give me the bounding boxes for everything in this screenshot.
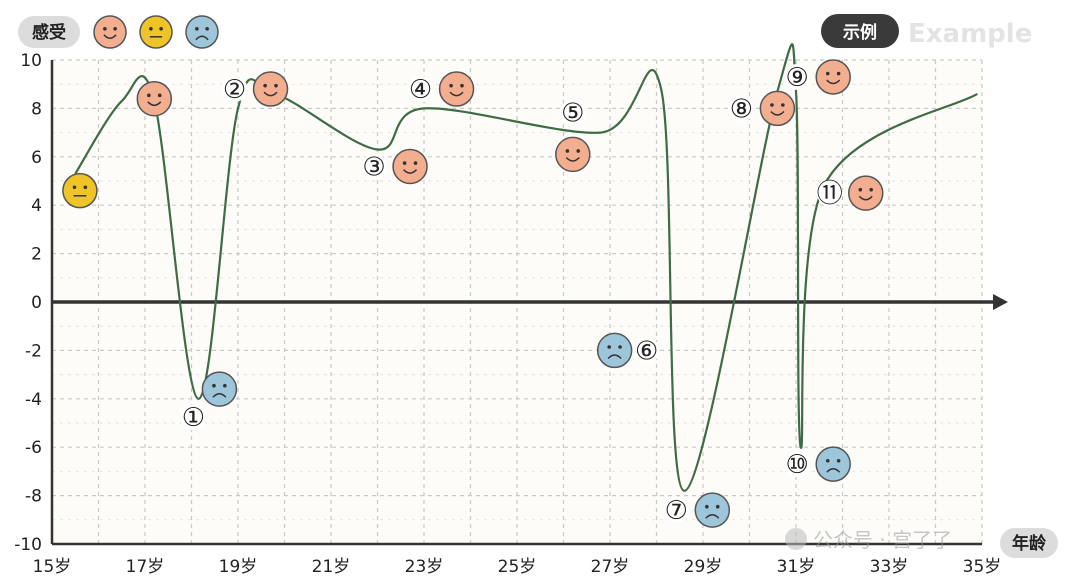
svg-text:⑤: ⑤: [561, 98, 584, 128]
event-number-label: ⑪: [817, 179, 843, 209]
x-tick-label: 27岁: [591, 557, 630, 577]
y-tick-label: 4: [31, 196, 42, 216]
event-face-happy: [392, 148, 428, 185]
x-tick-label: 25岁: [498, 557, 537, 577]
event-face-happy: [815, 59, 851, 95]
y-tick-labels: 10 8 6 4 2 0 -2 -4 -6 -8 -10: [14, 51, 42, 555]
event-face-happy: [555, 136, 591, 173]
y-tick-label: 8: [31, 99, 42, 119]
x-tick-label: 17岁: [126, 557, 165, 577]
y-tick-label: 0: [31, 293, 42, 313]
event-face-neutral: [62, 172, 98, 209]
svg-text:⑩: ⑩: [786, 450, 809, 480]
event-face-happy: [759, 90, 796, 127]
x-tick-label: 15岁: [33, 557, 72, 577]
y-tick-label: -8: [25, 487, 42, 507]
legend-face-happy: [93, 15, 127, 49]
watermark: 公众号 · 宫了了: [785, 528, 952, 552]
event-number-label: ⑤: [559, 98, 586, 128]
x-tick-label: 21岁: [312, 557, 351, 577]
legend-faces: [93, 15, 219, 49]
feeling-curve: [74, 43, 978, 492]
example-label: 示例: [843, 22, 877, 43]
legend-label: 感受: [32, 22, 66, 43]
x-tick-label: 19岁: [219, 557, 258, 577]
x-axis-title: 年龄: [1000, 528, 1058, 558]
svg-text:③: ③: [362, 152, 385, 182]
legend-face-sad: [185, 15, 219, 49]
event-number-label: ⑩: [784, 450, 811, 480]
x-tick-label: 33岁: [870, 557, 909, 577]
y-tick-label: -10: [14, 535, 42, 555]
svg-text:①: ①: [182, 403, 205, 433]
x-axis-title-label: 年龄: [1012, 533, 1047, 554]
event-face-happy: [848, 175, 884, 211]
event-face-happy: [252, 71, 289, 107]
svg-text:⑨: ⑨: [786, 63, 809, 93]
svg-text:②: ②: [223, 75, 246, 105]
event-face-happy: [438, 71, 475, 107]
event-number-label: ⑧: [728, 94, 755, 124]
legend: 感受: [18, 15, 219, 49]
y-tick-label: -4: [25, 390, 42, 410]
zero-axis-arrow: [993, 294, 1008, 310]
event-number-label: ⑨: [784, 63, 811, 93]
svg-text:⑦: ⑦: [665, 496, 688, 526]
x-tick-labels: 15岁 17岁 19岁 21岁 23岁 25岁 27岁 29岁 31岁 33岁 35岁: [33, 557, 1002, 577]
event-face-sad: [694, 492, 731, 528]
event-face-sad: [201, 371, 238, 407]
event-number-label: ②: [221, 75, 248, 105]
event-face-sad: [596, 332, 633, 369]
event-face-happy: [136, 80, 173, 117]
example-pill: [821, 14, 899, 48]
x-axis-title-pill: [1000, 528, 1058, 558]
example-sub-label: Example: [908, 19, 1032, 49]
y-tick-label: 6: [31, 148, 42, 168]
example-badge: 示例 Example: [821, 14, 1032, 49]
y-tick-label: -2: [25, 341, 42, 361]
wechat-icon: [785, 528, 807, 550]
event-number-label: ③: [361, 152, 388, 182]
x-tick-label: 23岁: [405, 557, 444, 577]
watermark-text: 公众号 · 宫了了: [813, 528, 952, 552]
svg-text:⑪: ⑪: [817, 179, 843, 209]
y-tick-label: -6: [25, 438, 42, 458]
y-tick-label: 10: [20, 51, 42, 71]
y-tick-label: 2: [31, 245, 42, 265]
svg-text:⑧: ⑧: [730, 94, 753, 124]
x-tick-label: 31岁: [777, 557, 816, 577]
svg-text:④: ④: [409, 75, 432, 105]
event-number-label: ⑦: [663, 496, 690, 526]
axes: [50, 60, 1008, 546]
legend-face-neutral: [139, 15, 173, 49]
event-number-label: ①: [180, 403, 207, 433]
event-number-label: ④: [407, 75, 434, 105]
event-face-sad: [815, 446, 851, 482]
svg-text:⑥: ⑥: [635, 336, 658, 366]
x-tick-label: 29岁: [684, 557, 723, 577]
event-number-label: ⑥: [633, 336, 660, 366]
x-tick-label: 35岁: [963, 557, 1002, 577]
event-markers: ① ② ③ ④ ⑤ ⑥ ⑦ ⑧ ⑨ ⑩ ⑪: [62, 59, 884, 528]
legend-label-pill: [18, 16, 80, 48]
